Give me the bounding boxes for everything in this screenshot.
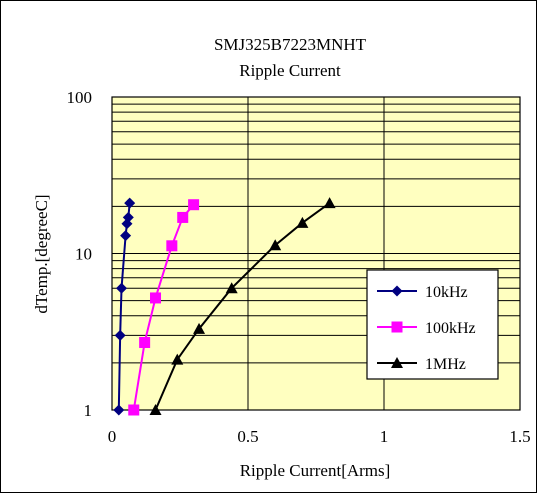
data-point-triangle	[225, 282, 238, 294]
y-tick-label: 10	[75, 245, 92, 264]
data-point-diamond	[114, 329, 126, 341]
data-point-triangle	[171, 353, 184, 365]
x-axis-label: Ripple Current[Arms]	[240, 461, 391, 480]
data-point-diamond	[124, 197, 136, 209]
x-tick-label: 1.5	[509, 427, 530, 446]
data-point-triangle	[149, 404, 162, 415]
data-point-diamond	[391, 285, 403, 297]
data-point-triangle	[391, 357, 403, 368]
data-point-triangle	[296, 216, 309, 228]
series-1MHz	[149, 197, 336, 415]
x-tick-label: 1	[380, 427, 389, 446]
data-point-square	[166, 240, 178, 252]
chart-subtitle: Ripple Current	[239, 61, 341, 80]
data-point-diamond	[120, 230, 132, 242]
plot-border	[111, 96, 521, 411]
legend: 10kHz 100kHz 1MHz	[366, 269, 499, 380]
chart-title: SMJ325B7223MNHT	[214, 35, 367, 54]
data-point-diamond	[113, 404, 125, 416]
legend-entry: 10kHz	[377, 284, 468, 301]
x-tick-label: 0	[108, 427, 117, 446]
series-layer	[113, 197, 336, 416]
tick-labels: 0 0.5 1 1.5 1 10 100	[67, 88, 531, 446]
legend-box	[366, 269, 499, 380]
data-point-triangle	[193, 322, 206, 334]
x-tick-label: 0.5	[237, 427, 258, 446]
legend-label: 1MHz	[425, 356, 466, 373]
data-point-square	[177, 211, 189, 223]
series-10kHz	[113, 197, 136, 416]
y-tick-label: 1	[84, 401, 93, 420]
legend-label: 100kHz	[425, 320, 476, 337]
legend-entry: 100kHz	[377, 320, 476, 337]
data-point-square	[150, 292, 162, 304]
legend-entry: 1MHz	[377, 356, 466, 373]
data-point-diamond	[121, 218, 133, 230]
y-tick-label: 100	[67, 88, 93, 107]
legend-label: 10kHz	[425, 284, 468, 301]
data-point-square	[139, 336, 151, 348]
data-point-triangle	[323, 197, 336, 209]
data-point-triangle	[269, 239, 282, 251]
data-point-diamond	[122, 211, 134, 223]
data-point-square	[188, 199, 200, 211]
data-point-square	[391, 321, 403, 333]
y-axis-label: dTemp.[degreeC]	[32, 194, 51, 313]
series-100kHz	[128, 199, 200, 416]
data-point-diamond	[116, 282, 128, 294]
data-point-square	[128, 404, 140, 416]
